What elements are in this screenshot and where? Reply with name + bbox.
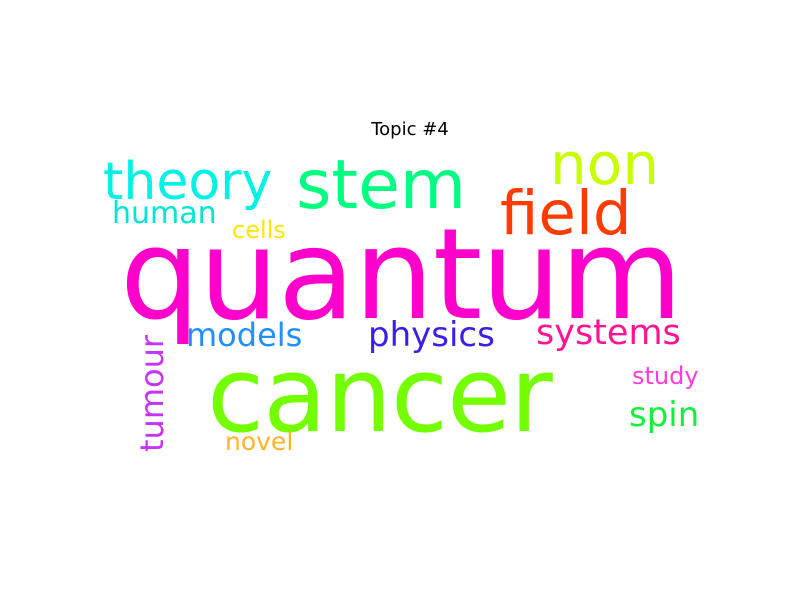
- word-models: models: [186, 316, 303, 354]
- word-spin: spin: [629, 395, 700, 435]
- word-stem: stem: [296, 146, 467, 225]
- word-field: field: [500, 178, 632, 249]
- word-systems: systems: [536, 313, 681, 353]
- word-theory: theory: [103, 152, 273, 212]
- word-cancer: cancer: [207, 334, 553, 456]
- word-tumour: tumour: [133, 334, 171, 452]
- figure-title: Topic #4: [371, 119, 449, 140]
- word-novel: novel: [225, 427, 294, 456]
- word-cells: cells: [232, 216, 286, 244]
- word-quantum: quantum: [120, 201, 683, 348]
- word-study: study: [632, 362, 699, 390]
- word-physics: physics: [368, 315, 495, 355]
- word-non: non: [550, 130, 660, 198]
- word-human: human: [112, 196, 217, 231]
